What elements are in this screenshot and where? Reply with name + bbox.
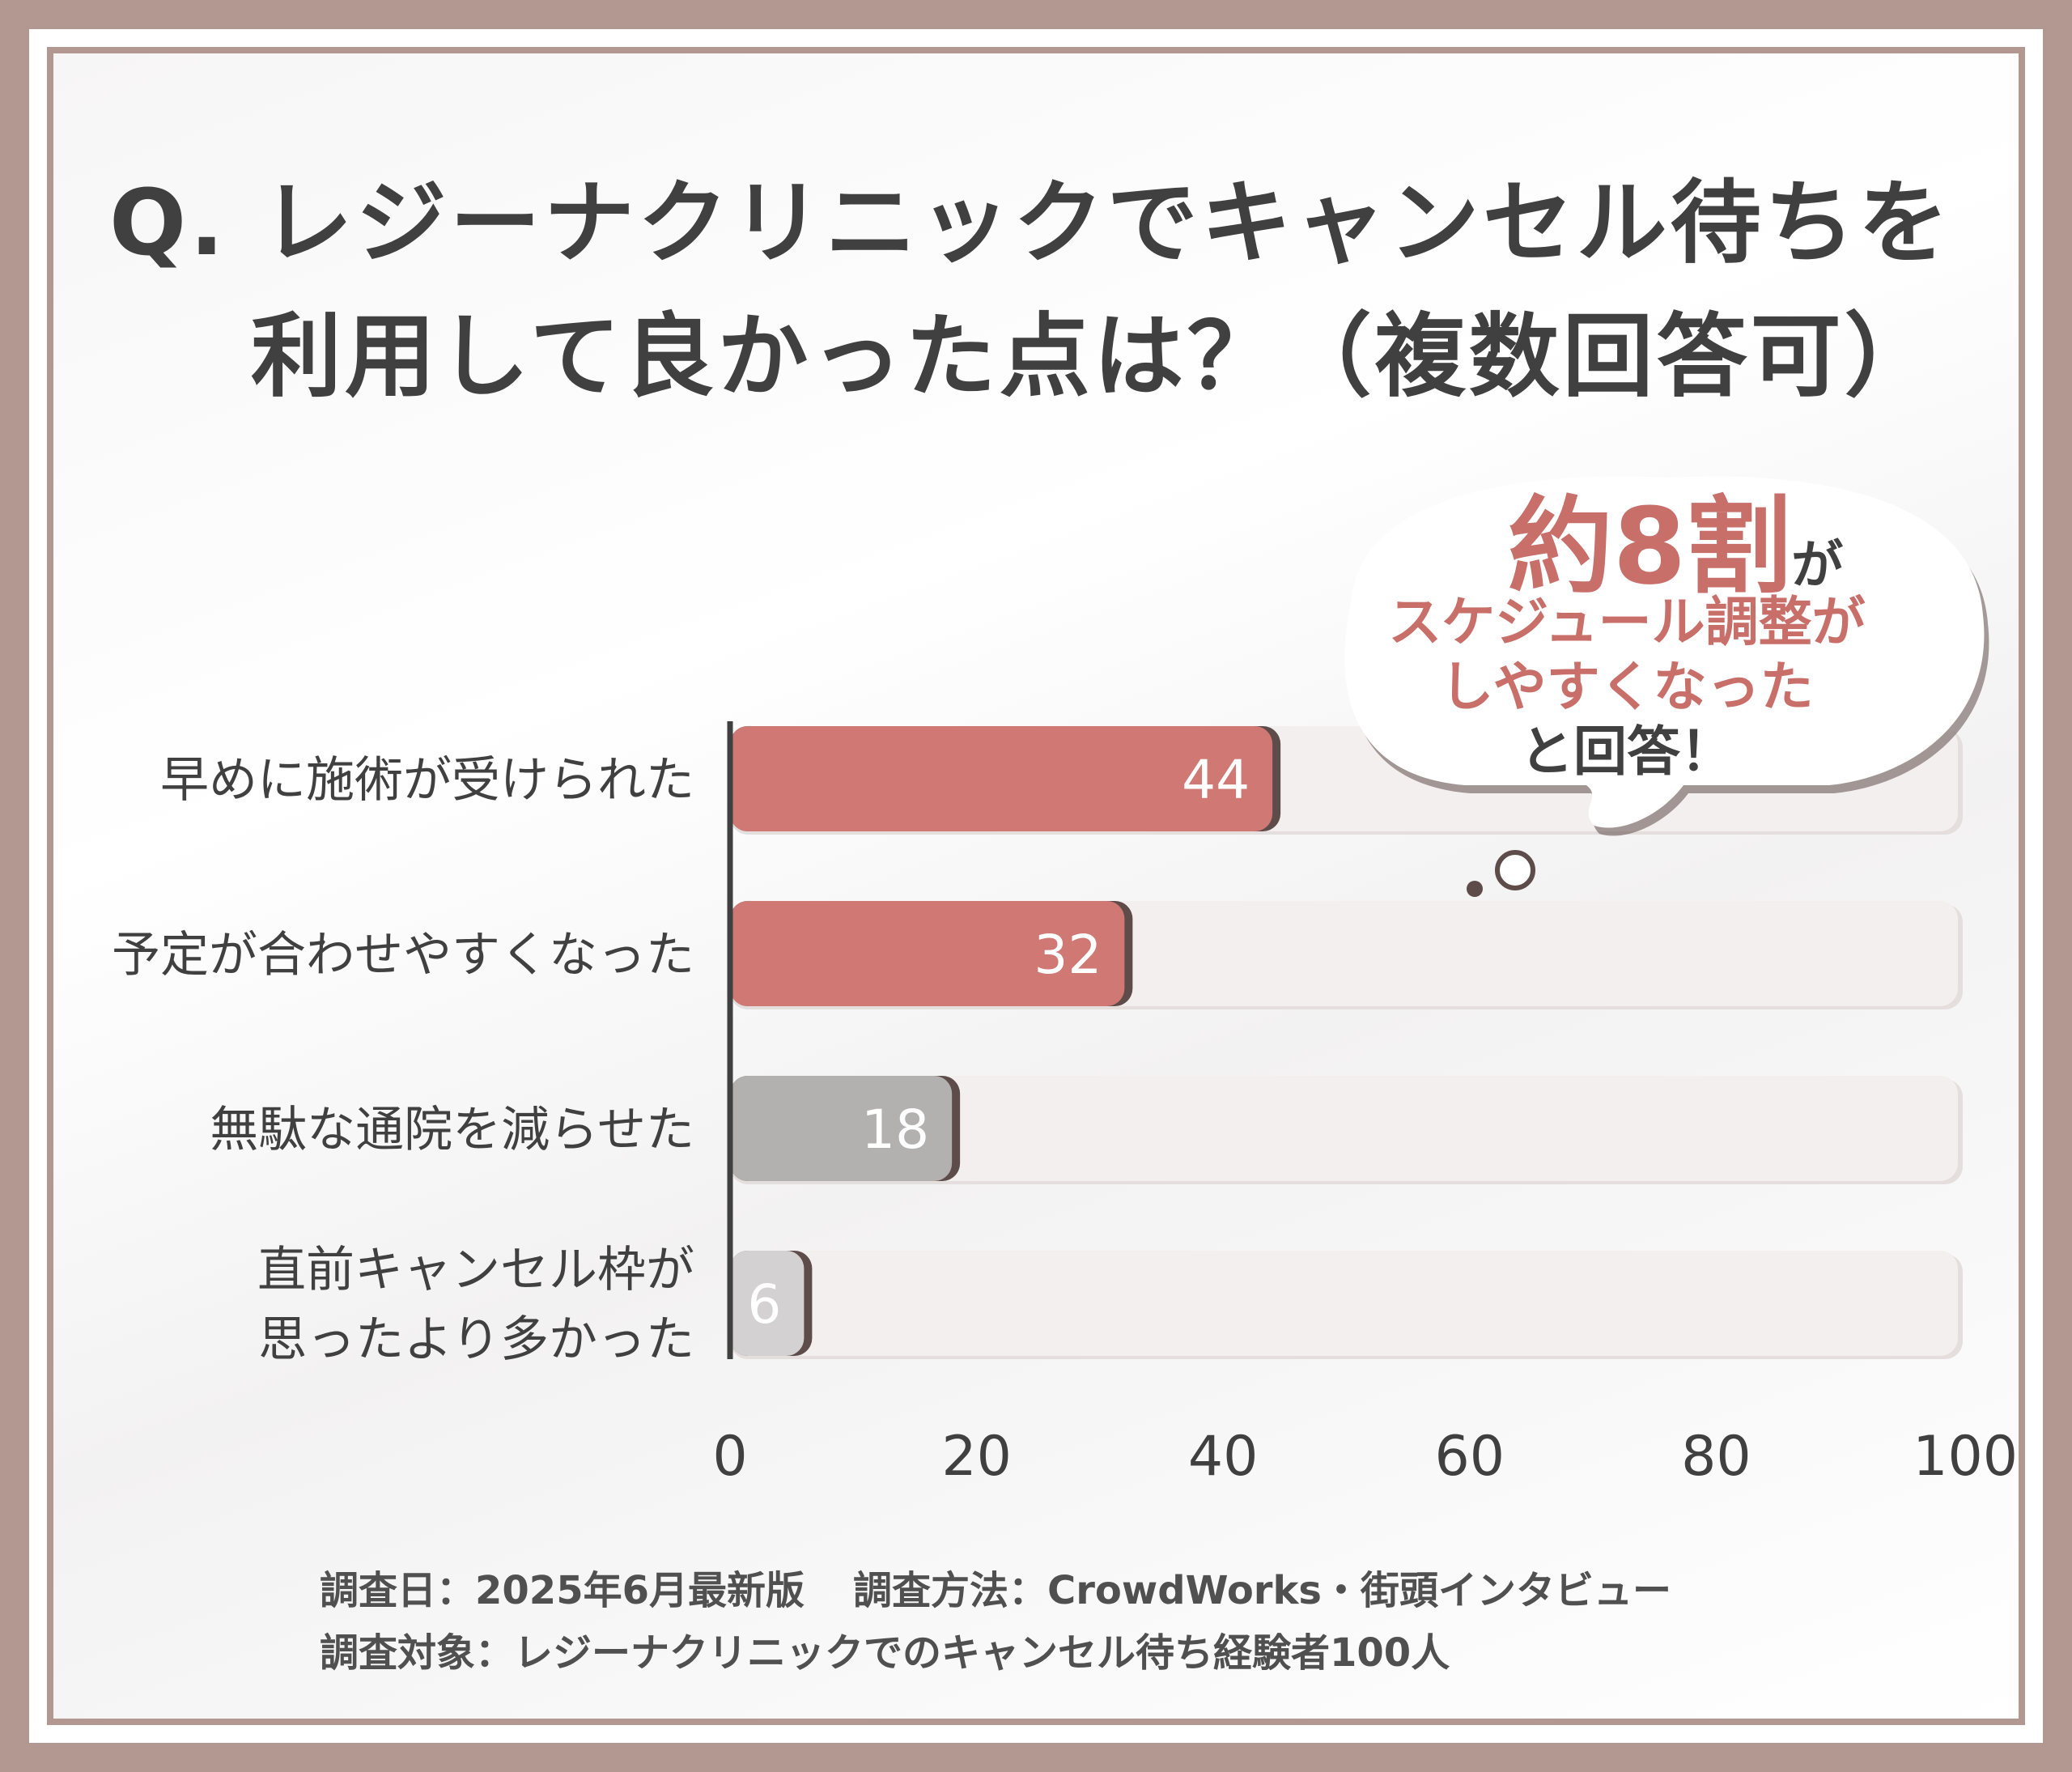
question-title-line-1: Q. レジーナクリニックでキャンセル待ちを [109, 171, 1952, 276]
callout-line-3: しやすくなった [1440, 656, 1814, 718]
question-title-line-2: 利用して良かった点は？（複数回答可） [251, 304, 1938, 410]
category-label: 早めに施術が受けられた [160, 752, 694, 809]
survey-footer-line-1: 調査日：2025年6月最新版 調査方法：CrowdWorks・街頭インタビュー [320, 1558, 1671, 1615]
category-label: 直前キャンセル枠が [257, 1242, 694, 1298]
bar-value-label: 18 [861, 1098, 929, 1161]
speech-bubble-body [1344, 476, 1985, 828]
survey-footer-line-2: 調査対象：レジーナクリニックでのキャンセル待ち経験者100人 [320, 1621, 1450, 1677]
x-tick-label: 0 [712, 1425, 747, 1489]
bar [730, 901, 1125, 1006]
x-tick-label: 80 [1681, 1425, 1751, 1489]
x-tick-label: 40 [1188, 1425, 1259, 1489]
bar [730, 726, 1273, 831]
callout-particle: が [1791, 536, 1844, 596]
survey-method: 調査方法：CrowdWorks・街頭インタビュー [853, 1568, 1671, 1613]
survey-target: 調査対象：レジーナクリニックでのキャンセル待ち経験者100人 [320, 1630, 1450, 1676]
speech-bubble [1344, 476, 1989, 897]
thought-dot-small [1467, 881, 1483, 897]
inner-frame [47, 47, 2025, 1725]
x-tick-label: 60 [1435, 1425, 1505, 1489]
category-label: 無駄な通院を減らせた [210, 1102, 694, 1158]
bar-value-label: 44 [1182, 749, 1250, 811]
bar-value-label: 32 [1034, 924, 1102, 986]
callout-line-4: と回答！ [1520, 720, 1734, 783]
bar [730, 1251, 805, 1356]
bar [730, 1076, 953, 1181]
survey-date: 調査日：2025年6月最新版 [320, 1568, 805, 1613]
bar-track [730, 1076, 1958, 1181]
callout-percentage: 約8割 [1507, 485, 1792, 608]
callout-headline: 約8割が [1424, 461, 1926, 614]
bar-track [730, 1251, 1958, 1356]
x-tick-label: 100 [1913, 1425, 2018, 1489]
x-tick-label: 20 [941, 1425, 1012, 1489]
bar-value-label: 6 [747, 1273, 781, 1336]
thought-dot-large [1495, 850, 1535, 890]
callout-line-2: スケジュール調整が [1388, 591, 1866, 653]
category-label: 思ったより多かった [258, 1311, 694, 1368]
category-label: 予定が合わせやすくなった [112, 927, 694, 984]
